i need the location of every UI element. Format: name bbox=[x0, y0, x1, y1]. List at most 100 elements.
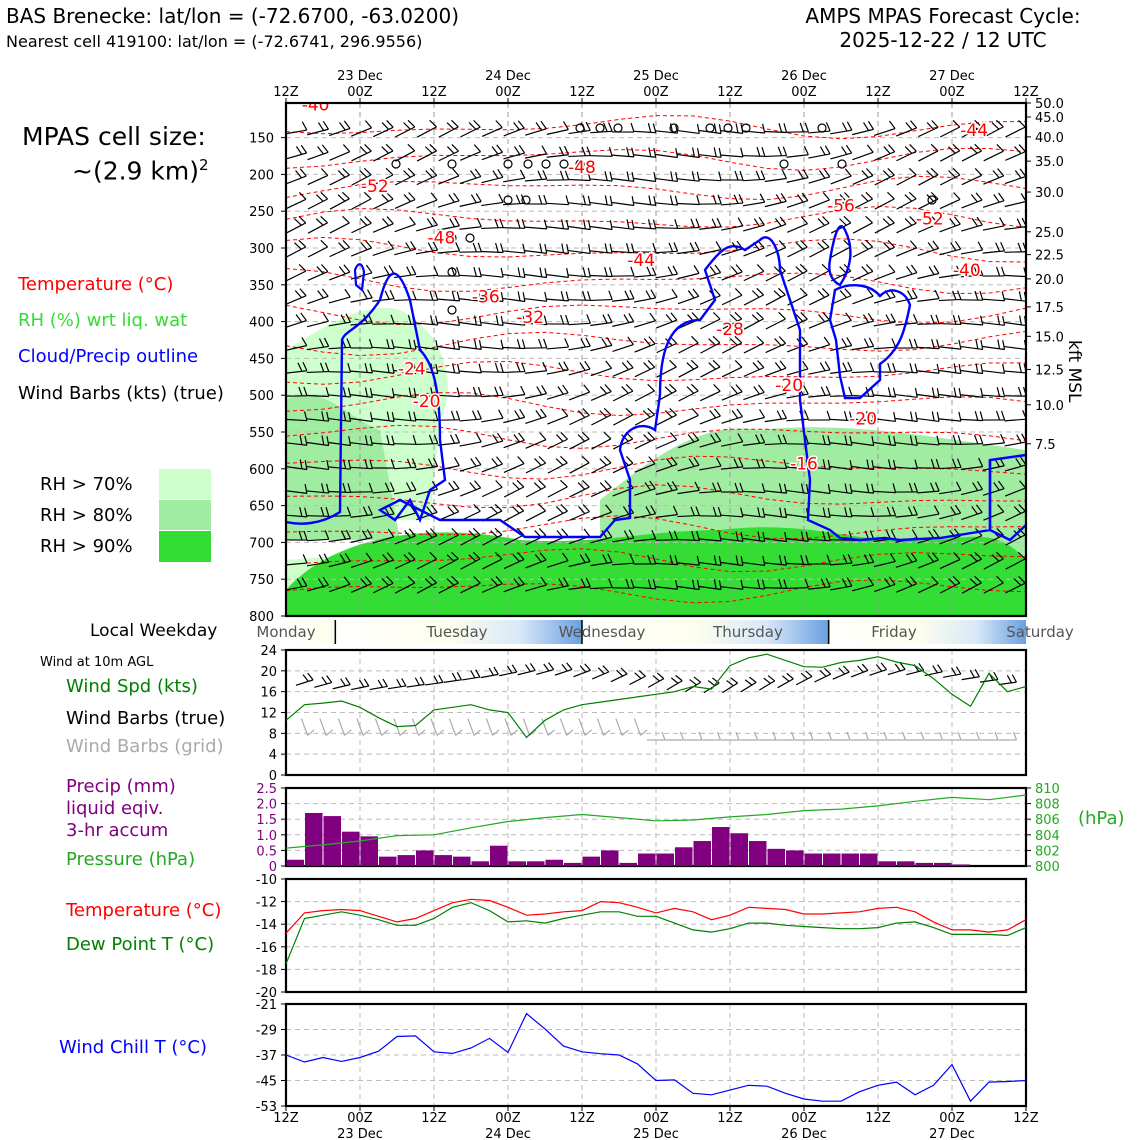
wind-barb bbox=[372, 120, 394, 138]
wind-barb bbox=[393, 290, 417, 302]
wind-barb bbox=[873, 435, 897, 447]
wind-barb bbox=[307, 264, 329, 282]
wind-barb-true bbox=[462, 669, 481, 681]
wind-barb bbox=[524, 315, 548, 326]
wind-barb bbox=[546, 267, 570, 278]
wind-barb bbox=[851, 507, 875, 517]
kft-tick-label-6: 22.5 bbox=[1035, 249, 1064, 264]
weekday-thursday: Thursday bbox=[712, 623, 783, 641]
legend-temperature: Temperature (°C) bbox=[18, 274, 174, 295]
wind-barb bbox=[590, 480, 612, 498]
wind-barb bbox=[460, 575, 481, 594]
wind-barb bbox=[524, 291, 548, 302]
wind-barb bbox=[677, 530, 700, 542]
wind-barb bbox=[743, 240, 765, 257]
kft-tick-label-12: 7.5 bbox=[1035, 438, 1056, 453]
wind-barb bbox=[459, 242, 482, 253]
calm-circle bbox=[503, 159, 513, 169]
wind-barb bbox=[612, 383, 634, 402]
pressure-tick-label-5: 400 bbox=[249, 316, 274, 331]
wind-barb bbox=[939, 265, 962, 279]
wind-barb bbox=[808, 192, 830, 209]
wind-barb bbox=[765, 360, 787, 377]
wind-barb bbox=[786, 578, 809, 589]
wind-barb bbox=[481, 267, 504, 278]
wind-barb bbox=[568, 146, 591, 158]
precip-panel-ytick-label-1: 0.5 bbox=[256, 844, 277, 859]
wind-barb bbox=[764, 409, 788, 423]
wind-barb bbox=[787, 216, 808, 233]
wind-barb bbox=[568, 337, 591, 351]
wind-barb-true bbox=[425, 674, 444, 686]
precip-bar bbox=[527, 861, 545, 866]
wind-barb bbox=[307, 215, 328, 234]
wind-barb bbox=[939, 552, 961, 570]
wind-barb bbox=[699, 288, 721, 305]
wind-speed-label: Wind Spd (kts) bbox=[66, 676, 198, 697]
wind-barb-grid bbox=[758, 731, 777, 741]
wind-barb bbox=[524, 194, 548, 205]
calm-circle bbox=[705, 123, 715, 133]
wind-barb bbox=[982, 217, 1005, 231]
wind-barb-grid bbox=[906, 731, 925, 741]
wind-barb bbox=[873, 553, 896, 568]
precip-bar bbox=[286, 859, 304, 866]
wind-barb bbox=[678, 383, 699, 402]
wind-barb-grid bbox=[869, 731, 888, 741]
wind-barb bbox=[306, 337, 330, 351]
temp-panel-ytick-label-2: -14 bbox=[256, 918, 277, 933]
precip-bar bbox=[508, 861, 526, 866]
wind-barb bbox=[329, 144, 351, 161]
wind-barb bbox=[787, 263, 808, 282]
wind-barb bbox=[329, 576, 351, 593]
wind-barb bbox=[503, 409, 526, 424]
wind-barb bbox=[809, 263, 830, 282]
wind-barb bbox=[852, 288, 874, 305]
wind-barb bbox=[286, 459, 308, 471]
wind-barb bbox=[611, 578, 635, 589]
wind-barb bbox=[568, 195, 591, 206]
wind-barb-grid bbox=[319, 718, 333, 736]
wind-barb bbox=[481, 409, 504, 423]
wind-barb bbox=[286, 435, 308, 446]
weekday-friday: Friday bbox=[871, 623, 917, 641]
wind-barb bbox=[438, 168, 460, 185]
calm-circle bbox=[559, 159, 569, 169]
wind-barb bbox=[786, 169, 809, 183]
wind-barb-grid bbox=[633, 718, 648, 736]
calm-circle bbox=[447, 267, 457, 277]
cell-size-value: ~(2.9 km)2 bbox=[72, 156, 209, 185]
wind-barb-grid bbox=[430, 718, 444, 736]
wind-barb bbox=[373, 191, 394, 210]
temp-panel-ytick-label-5: -20 bbox=[256, 986, 277, 1001]
wind-barb bbox=[481, 169, 504, 184]
wind-barb bbox=[786, 145, 809, 158]
precip-bar bbox=[453, 856, 471, 866]
wind-barb bbox=[503, 267, 526, 279]
wind-barb bbox=[328, 553, 351, 568]
wind-barb bbox=[677, 171, 700, 182]
wind-barb bbox=[307, 120, 329, 136]
forecast-cycle-line1: AMPS MPAS Forecast Cycle: bbox=[805, 4, 1081, 28]
top-tick-label-8: 12Z bbox=[865, 85, 891, 100]
wind-barb bbox=[525, 432, 547, 449]
wind-barb bbox=[373, 576, 394, 594]
windchill-panel-ytick-label-1: -29 bbox=[256, 1024, 277, 1039]
dewpoint-panel-label: Dew Point T (°C) bbox=[66, 934, 215, 955]
wind-barb bbox=[830, 483, 853, 495]
calm-circle bbox=[521, 195, 531, 205]
wind-barb bbox=[699, 264, 722, 280]
wind-barb bbox=[438, 119, 459, 138]
wind-barb bbox=[286, 144, 308, 160]
top-tick-label-0: 12Z bbox=[273, 85, 299, 100]
wind-barb-grid bbox=[665, 731, 685, 741]
wind-barb bbox=[611, 147, 635, 158]
wind-barb bbox=[568, 267, 591, 278]
temperature-label-14: -20 bbox=[775, 376, 803, 396]
wind-barb bbox=[721, 433, 744, 447]
wind-barb bbox=[656, 432, 678, 449]
wind-barb bbox=[873, 412, 897, 423]
precip-bar bbox=[564, 862, 582, 866]
wind-barb bbox=[524, 338, 548, 349]
wind-barb bbox=[960, 290, 984, 301]
